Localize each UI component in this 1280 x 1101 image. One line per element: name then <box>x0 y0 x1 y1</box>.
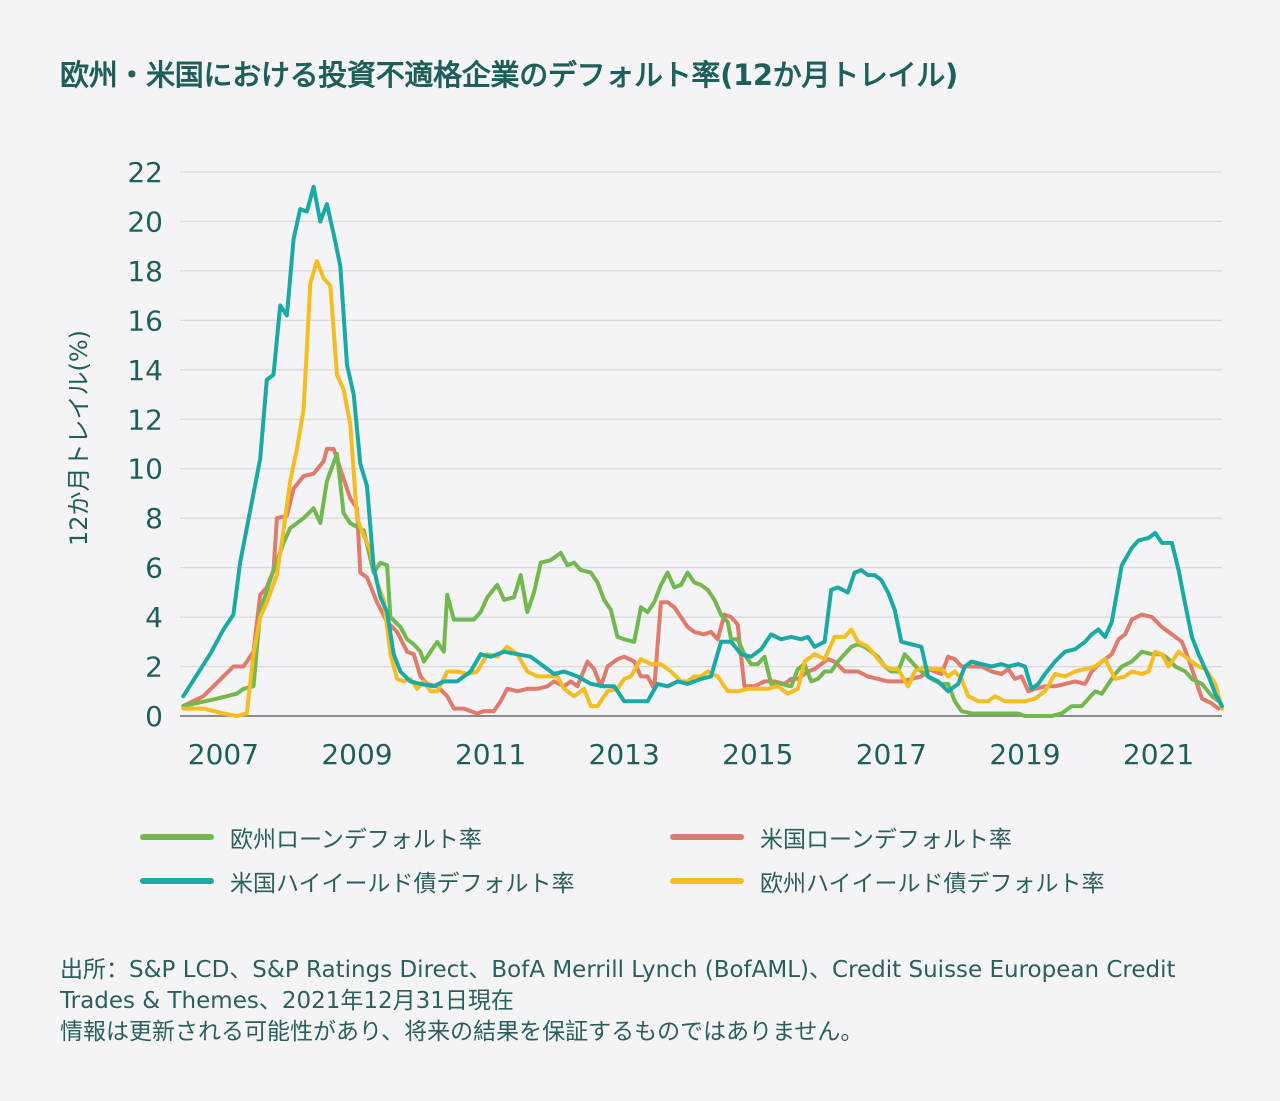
legend-item-eu-loan: 欧州ローンデフォルト率 <box>140 820 482 854</box>
line-chart: 0 2 4 6 8 10 12 14 16 18 20 22 2007 2009 2011 2013 2015… <box>65 156 1224 771</box>
legend-item-us-loan: 米国ローンデフォルト率 <box>670 820 1012 854</box>
y-tick-label: 6 <box>145 552 163 585</box>
y-tick-label: 18 <box>127 255 163 288</box>
y-tick-label: 8 <box>145 502 163 535</box>
legend-label: 米国ローンデフォルト率 <box>760 827 1012 853</box>
y-tick-label: 20 <box>127 205 163 238</box>
chart-title: 欧州・米国における投資不適格企業のデフォルト率(12か月トレイル) <box>60 58 958 92</box>
grid-lines <box>180 171 1222 717</box>
y-tick-label: 2 <box>145 651 163 684</box>
legend-swatch <box>140 878 214 884</box>
x-axis-ticks: 2007 2009 2011 2013 2015 2017 2019 2021 <box>188 738 1194 771</box>
legend-item-eu-high-yield: 欧州ハイイールド債デフォルト率 <box>670 864 1105 898</box>
y-tick-label: 0 <box>145 700 163 733</box>
x-tick-label: 2017 <box>856 738 927 771</box>
legend-label: 米国ハイイールド債デフォルト率 <box>230 871 575 897</box>
legend-swatch <box>670 834 744 840</box>
legend-swatch <box>140 834 214 840</box>
y-tick-label: 16 <box>127 304 163 337</box>
legend-item-us-high-yield: 米国ハイイールド債デフォルト率 <box>140 864 575 898</box>
footnote-line: 情報は更新される可能性があり、将来の結果を保証するものではありません。 <box>60 1019 864 1045</box>
series-line-eu-high-yield <box>181 259 1224 718</box>
source-footnote: 出所：S&P LCD、S&P Ratings Direct、BofA Merri… <box>60 955 1240 1048</box>
series-line-us-high-yield <box>181 184 1224 709</box>
x-tick-label: 2011 <box>455 738 526 771</box>
x-tick-label: 2013 <box>589 738 660 771</box>
legend-label: 欧州ハイイールド債デフォルト率 <box>760 871 1105 897</box>
x-tick-label: 2019 <box>989 738 1060 771</box>
y-tick-label: 10 <box>127 453 163 486</box>
y-axis-label: 12か月トレイル(%) <box>65 330 93 546</box>
x-tick-label: 2015 <box>722 738 793 771</box>
legend-swatch <box>670 878 744 884</box>
y-tick-label: 22 <box>127 156 163 189</box>
y-axis-ticks: 0 2 4 6 8 10 12 14 16 18 20 22 <box>127 156 163 733</box>
legend-label: 欧州ローンデフォルト率 <box>230 827 482 853</box>
footnote-line: Trades & Themes、2021年12月31日現在 <box>60 988 514 1014</box>
x-tick-label: 2007 <box>188 738 259 771</box>
x-tick-label: 2021 <box>1123 738 1194 771</box>
y-tick-label: 12 <box>127 403 163 436</box>
y-tick-label: 4 <box>145 601 163 634</box>
series-lines <box>181 184 1224 718</box>
footnote-line: 出所：S&P LCD、S&P Ratings Direct、BofA Merri… <box>60 957 1176 983</box>
x-tick-label: 2009 <box>321 738 392 771</box>
y-tick-label: 14 <box>127 354 163 387</box>
series-line-eu-loan <box>181 451 1221 718</box>
series-line-us-loan <box>181 446 1221 716</box>
